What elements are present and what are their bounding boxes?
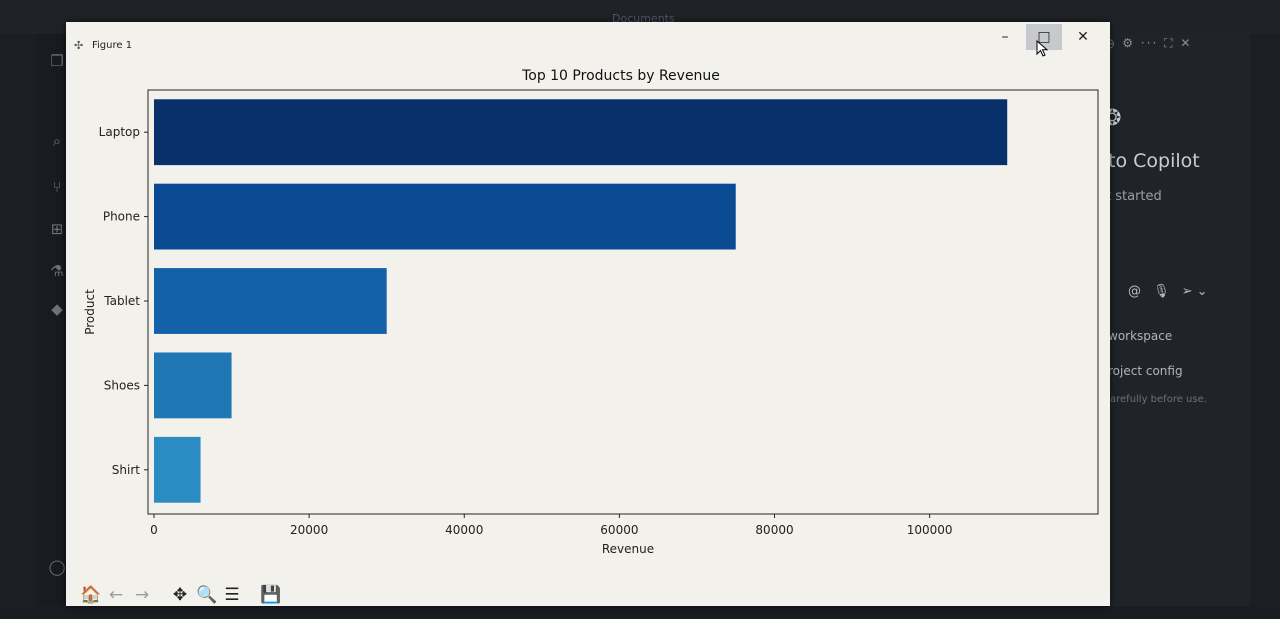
chart: Top 10 Products by Revenue Laptop Phone Ta… (83, 68, 1099, 556)
explorer-icon[interactable]: ❐ (50, 52, 64, 70)
x-tick-label: 80000 (755, 523, 793, 537)
configure-subplots-button[interactable]: ☰ (224, 585, 240, 605)
x-tick-label: 60000 (600, 523, 638, 537)
plot-area (147, 89, 1099, 515)
account-icon[interactable]: ◯ (48, 558, 66, 576)
pan-button[interactable]: ✥ (172, 585, 188, 605)
x-tick-label: 100000 (907, 523, 953, 537)
testing-icon[interactable]: ⚗ (50, 262, 64, 280)
matplotlib-icon: ✣ (74, 39, 84, 52)
bar-phone (154, 183, 736, 250)
python-icon[interactable]: ◆ (51, 300, 63, 318)
extensions-icon[interactable]: ⊞ (50, 220, 64, 238)
chat-suggestion[interactable]: workspace (1108, 329, 1173, 343)
ide-title: Documents (612, 12, 675, 25)
zoom-button[interactable]: 🔍 (196, 585, 218, 605)
minimize-button[interactable]: – (1001, 29, 1009, 45)
figure-window: ✣ Figure 1 – □ ✕ Top 10 Products by Reve… (66, 22, 1110, 606)
y-tick-label: Laptop (99, 125, 140, 139)
x-axis: 0 20000 40000 60000 80000 100000 (150, 514, 953, 537)
x-tick-label: 0 (150, 523, 158, 537)
bar-shoes (154, 352, 232, 419)
bar-tablet (154, 268, 387, 334)
bar-laptop (154, 99, 1008, 166)
y-tick-label: Phone (103, 210, 140, 224)
y-tick-label: Shoes (104, 378, 140, 392)
maximize-button[interactable]: □ (1026, 24, 1062, 50)
window-title: Figure 1 (92, 40, 133, 51)
save-figure-button[interactable]: 💾 (260, 585, 282, 605)
search-icon[interactable]: ⌕ (52, 132, 62, 150)
panel-actions[interactable]: ◷ ⚙ ··· ⛶ ✕ (1104, 36, 1193, 50)
source-control-icon[interactable]: ⑂ (52, 178, 62, 196)
x-tick-label: 20000 (290, 523, 328, 537)
bar-shirt (154, 436, 201, 503)
chat-input-actions[interactable]: @ 🎙 ➢⌄ (1128, 284, 1212, 299)
close-button[interactable]: ✕ (1077, 29, 1089, 45)
y-axis: Laptop Phone Tablet Shoes Shirt (99, 125, 148, 477)
chat-suggestion[interactable]: roject config (1108, 364, 1183, 378)
bar-group (154, 99, 1008, 503)
chat-disclaimer: arefully before use. (1110, 394, 1207, 405)
copilot-panel (1100, 34, 1250, 619)
ide-status-bar (0, 606, 1280, 619)
copilot-subheading: t started (1106, 189, 1162, 204)
x-axis-label: Revenue (602, 542, 654, 556)
y-tick-label: Tablet (103, 294, 140, 308)
home-button[interactable]: 🏠 (80, 585, 102, 605)
navigation-toolbar: 🏠 ← → ✥ 🔍 ☰ 💾 (80, 584, 282, 606)
x-tick-label: 40000 (445, 523, 483, 537)
back-button[interactable]: ← (108, 585, 124, 605)
mouse-cursor-icon (1036, 40, 1049, 57)
chart-title: Top 10 Products by Revenue (521, 68, 720, 84)
y-tick-label: Shirt (112, 463, 140, 477)
copilot-heading: to Copilot (1108, 150, 1200, 172)
y-axis-label: Product (83, 289, 97, 335)
forward-button[interactable]: → (134, 585, 150, 605)
window-titlebar[interactable]: ✣ Figure 1 – □ ✕ (66, 22, 1110, 57)
